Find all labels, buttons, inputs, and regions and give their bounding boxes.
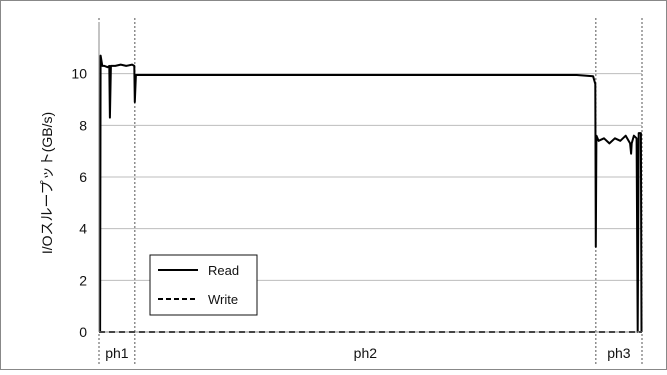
y-tick-labels: 0 2 4 6 8 10 bbox=[71, 66, 87, 340]
phase-labels: ph1 ph2 ph3 bbox=[105, 345, 631, 361]
y-tick-label: 0 bbox=[79, 324, 87, 340]
legend-label-write: Write bbox=[208, 292, 238, 307]
phase-label: ph3 bbox=[607, 345, 631, 361]
y-tick-label: 8 bbox=[79, 117, 87, 133]
legend: Read Write bbox=[149, 254, 258, 316]
y-tick-label: 6 bbox=[79, 169, 87, 185]
legend-box bbox=[149, 254, 258, 316]
y-axis-label: I/Oスループット(GB/s) bbox=[39, 112, 55, 254]
series-read-line bbox=[99, 54, 643, 333]
legend-label-read: Read bbox=[208, 263, 239, 278]
y-tick-label: 10 bbox=[71, 66, 87, 82]
y-tick-label: 4 bbox=[79, 221, 87, 237]
phase-label: ph1 bbox=[105, 345, 129, 361]
phase-label: ph2 bbox=[354, 345, 378, 361]
y-tick-label: 2 bbox=[79, 272, 87, 288]
